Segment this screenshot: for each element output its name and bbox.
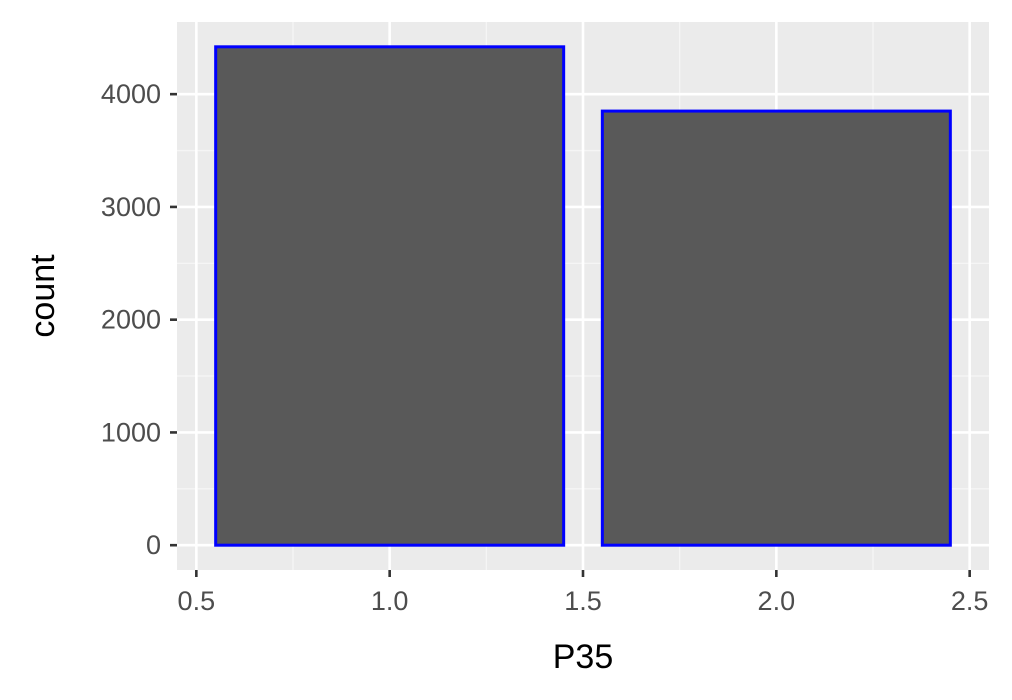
y-axis-title: count xyxy=(24,254,62,338)
x-tick-label: 0.5 xyxy=(178,586,216,616)
x-tick-label: 1.5 xyxy=(564,586,602,616)
x-tick-label: 2.5 xyxy=(951,586,989,616)
y-axis-ticks: 0 1000 2000 3000 4000 xyxy=(101,79,177,560)
x-tick-label: 2.0 xyxy=(758,586,796,616)
x-axis-title: P35 xyxy=(553,638,614,676)
bar-1 xyxy=(214,45,566,547)
y-tick-label: 0 xyxy=(146,530,161,560)
x-axis-ticks: 0.5 1.0 1.5 2.0 2.5 xyxy=(178,570,989,616)
bar-2 xyxy=(600,109,952,547)
y-tick-label: 3000 xyxy=(101,192,161,222)
bars xyxy=(214,45,952,547)
y-tick-label: 2000 xyxy=(101,305,161,335)
x-tick-label: 1.0 xyxy=(371,586,409,616)
y-tick-label: 4000 xyxy=(101,79,161,109)
y-tick-label: 1000 xyxy=(101,417,161,447)
